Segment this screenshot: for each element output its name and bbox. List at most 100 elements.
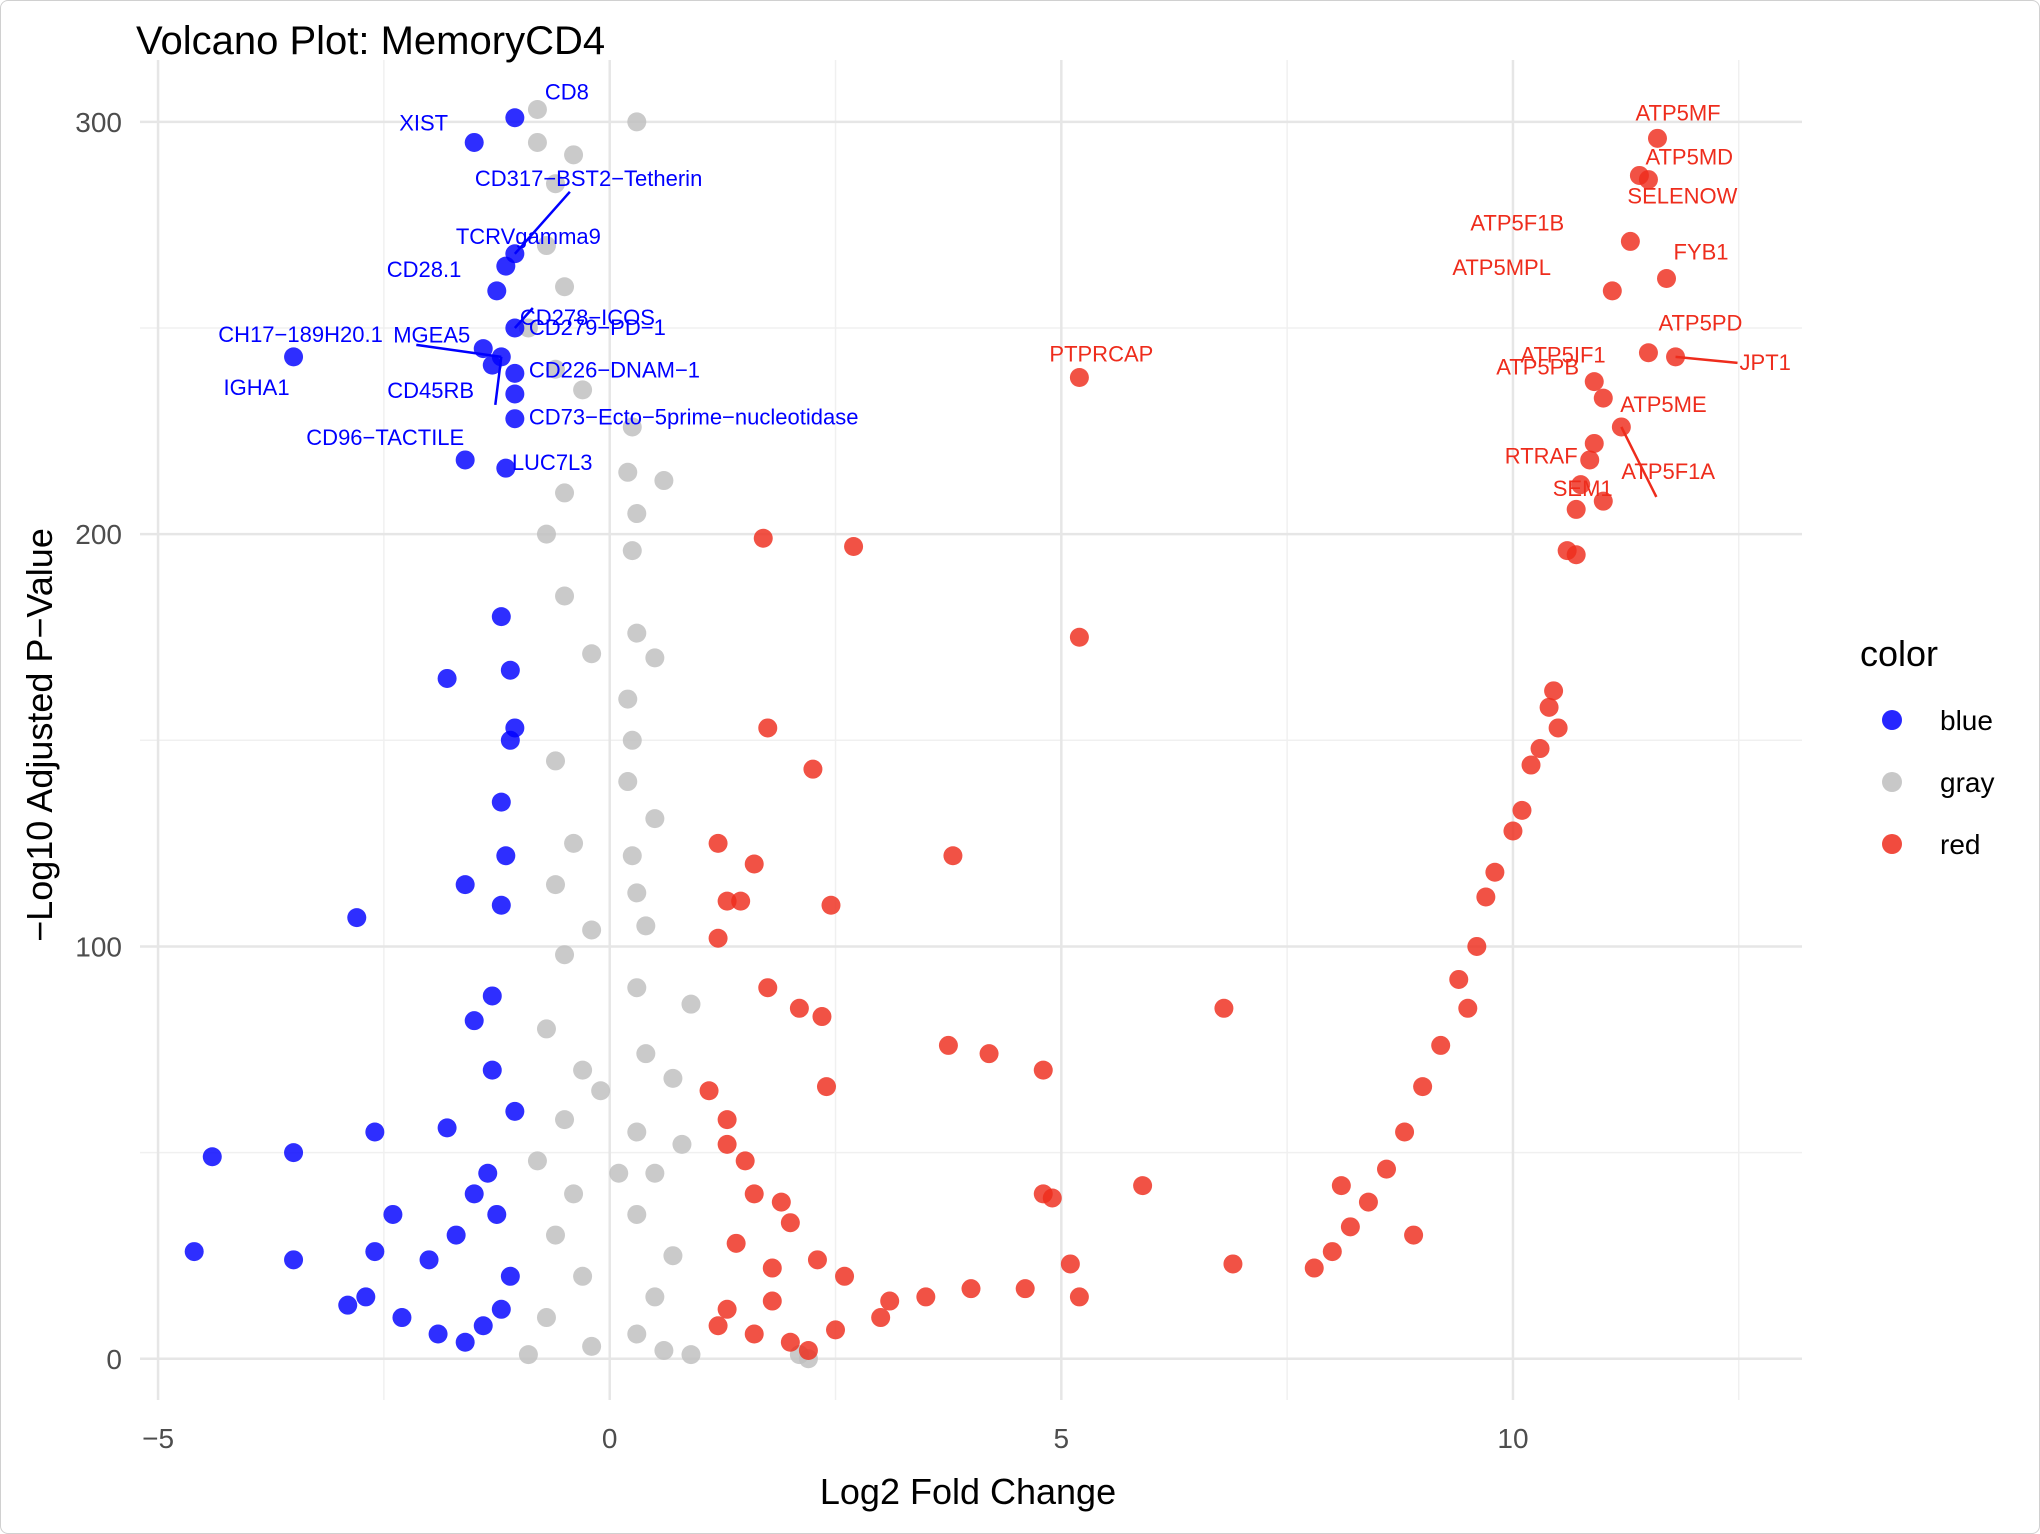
x-axis-ticks: −5 0 5 10 (142, 1423, 1528, 1454)
red-point (758, 718, 778, 738)
gray-point (622, 730, 642, 750)
gray-point (582, 644, 602, 664)
gray-point (546, 174, 565, 194)
blue-point (482, 1060, 502, 1080)
gene-label: SELENOW (1627, 183, 1737, 208)
gene-label: ATP5PD (1658, 311, 1742, 336)
gene-label: CD8 (545, 80, 589, 105)
red-point (1377, 1159, 1396, 1179)
gene-label: ATP5MD (1645, 145, 1733, 170)
gray-point (627, 1204, 647, 1224)
gene-label: RTRAF (1505, 443, 1578, 468)
red-point (1340, 1217, 1360, 1237)
red-point (1069, 367, 1089, 387)
red-point (1223, 1254, 1243, 1274)
red-point (744, 1324, 764, 1344)
gene-label: ATP5IF1 (1520, 343, 1605, 368)
red-point (771, 1192, 791, 1212)
red-point (726, 1233, 746, 1253)
gray-point (627, 978, 647, 998)
red-point (789, 998, 809, 1018)
blue-point (347, 908, 367, 928)
red-point (844, 537, 864, 557)
gene-label: XIST (399, 110, 448, 135)
label-leader-line (513, 190, 571, 255)
legend: color blue gray red (1860, 633, 1994, 860)
y-axis-ticks: 0 100 200 300 (75, 107, 122, 1375)
label-leader-line (416, 343, 502, 359)
blue-point (505, 1101, 525, 1121)
red-point (1530, 739, 1550, 759)
blue-point (500, 730, 520, 750)
red-point (1358, 1192, 1378, 1212)
blue-point (455, 1332, 475, 1352)
blue-point (482, 355, 502, 375)
label-leader-line (513, 307, 534, 329)
label-leader-line (1675, 355, 1738, 365)
gray-point (573, 1266, 593, 1286)
blue-point (392, 1308, 412, 1328)
blue-point (491, 1299, 511, 1319)
red-point (1060, 1254, 1080, 1274)
gray-point (636, 1044, 656, 1064)
gene-label: LUC7L3 (512, 450, 593, 475)
gene-labels: XIST CD8 CD317−BST2−Tetherin TCRVgamma9 CD28… (218, 80, 1791, 501)
gray-point (527, 132, 547, 152)
red-point (1593, 491, 1613, 511)
red-point (979, 1044, 999, 1064)
red-point (1512, 800, 1532, 820)
label-leader-line (1620, 426, 1658, 498)
red-point (1042, 1188, 1062, 1208)
gene-label: ATP5PB (1496, 355, 1579, 380)
blue-point (356, 1287, 376, 1307)
x-tick-label: 5 (1054, 1423, 1070, 1454)
red-point (717, 891, 737, 911)
red-point (1069, 627, 1089, 647)
red-point (1431, 1035, 1451, 1055)
y-tick-label: 200 (75, 519, 122, 550)
red-point (916, 1287, 936, 1307)
gray-point (546, 359, 565, 379)
red-point (943, 846, 963, 866)
blue-point (500, 1266, 520, 1286)
gene-label: CD279−PD−1 (529, 315, 666, 340)
label-leader-line (494, 356, 503, 406)
red-point (807, 1250, 827, 1270)
red-point (1580, 450, 1600, 470)
red-point (1395, 1122, 1415, 1142)
gray-point (555, 483, 575, 503)
gray-point (627, 883, 647, 903)
gray-point (618, 772, 638, 792)
red-point (1620, 231, 1640, 251)
blue-point (496, 256, 516, 276)
red-point (1539, 697, 1559, 717)
gray-point (654, 1341, 674, 1361)
red-point (1566, 499, 1586, 519)
gray-point (645, 1287, 665, 1307)
gene-label: SEM1 (1553, 476, 1613, 501)
blue-point (419, 1250, 439, 1270)
legend-label-blue: blue (1940, 705, 1993, 736)
gray-point (622, 541, 642, 561)
red-point (1467, 936, 1487, 956)
legend-items: blue gray red (1882, 705, 1994, 860)
gene-label: TCRVgamma9 (456, 224, 601, 249)
x-tick-label: 10 (1497, 1423, 1528, 1454)
red-point (1476, 887, 1496, 907)
blue-point (487, 1204, 507, 1224)
gray-point (627, 112, 647, 132)
gray-point (627, 623, 647, 643)
red-point (1322, 1242, 1342, 1262)
gray-point (564, 145, 584, 165)
blue-point (284, 347, 304, 367)
blue-point (478, 1163, 498, 1183)
red-point (1413, 1077, 1433, 1097)
y-tick-label: 0 (106, 1344, 122, 1375)
chart-title: Volcano Plot: MemoryCD4 (136, 19, 605, 63)
gray-point (672, 1134, 692, 1154)
red-point (812, 1007, 832, 1027)
red-point (1485, 862, 1505, 882)
red-point (1657, 269, 1677, 289)
gray-point (555, 1110, 575, 1130)
red-point (1214, 998, 1234, 1018)
